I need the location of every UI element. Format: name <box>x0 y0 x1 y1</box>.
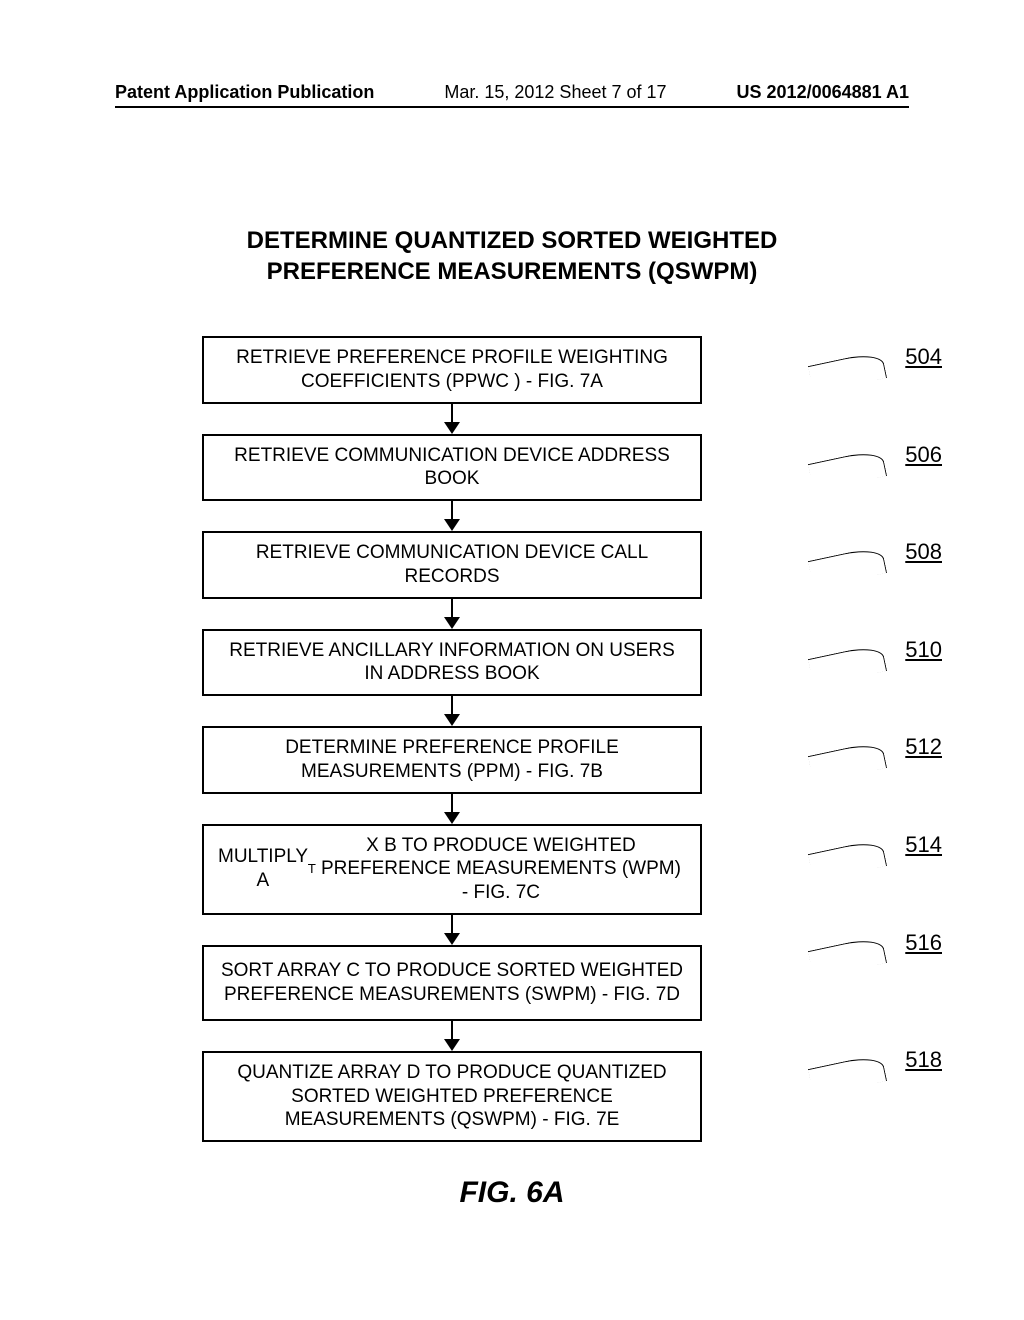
arrow-icon <box>202 599 702 629</box>
ref-connector <box>808 643 887 686</box>
arrow-icon <box>202 1021 702 1051</box>
step-518: QUANTIZE ARRAY D TO PRODUCE QUANTIZED SO… <box>202 1051 822 1142</box>
step-510: RETRIEVE ANCILLARY INFORMATION ON USERS … <box>202 629 822 697</box>
step-ref: 514 <box>905 832 942 858</box>
flowchart-title: DETERMINE QUANTIZED SORTED WEIGHTED PREF… <box>0 225 1024 287</box>
step-box: QUANTIZE ARRAY D TO PRODUCE QUANTIZED SO… <box>202 1051 702 1142</box>
step-box: RETRIEVE COMMUNICATION DEVICE CALL RECOR… <box>202 531 702 599</box>
step-box: DETERMINE PREFERENCE PROFILE MEASUREMENT… <box>202 726 702 794</box>
title-line-2: PREFERENCE MEASUREMENTS (QSWPM) <box>0 256 1024 287</box>
step-ref: 506 <box>905 442 942 468</box>
flowchart-container: RETRIEVE PREFERENCE PROFILE WEIGHTING CO… <box>202 336 822 1142</box>
patent-header: Patent Application Publication Mar. 15, … <box>0 82 1024 103</box>
step-512: DETERMINE PREFERENCE PROFILE MEASUREMENT… <box>202 726 822 794</box>
step-ref: 510 <box>905 637 942 663</box>
step-ref: 516 <box>905 930 942 956</box>
step-ref: 508 <box>905 539 942 565</box>
step-ref: 512 <box>905 734 942 760</box>
figure-caption: FIG. 6A <box>0 1176 1024 1210</box>
header-date-sheet: Mar. 15, 2012 Sheet 7 of 17 <box>444 82 666 103</box>
step-514: MULTIPLY AT X B TO PRODUCE WEIGHTED PREF… <box>202 824 822 915</box>
step-box: MULTIPLY AT X B TO PRODUCE WEIGHTED PREF… <box>202 824 702 915</box>
ref-connector <box>808 351 887 394</box>
arrow-icon <box>202 501 702 531</box>
ref-connector <box>808 838 887 881</box>
ref-connector <box>808 741 887 784</box>
title-line-1: DETERMINE QUANTIZED SORTED WEIGHTED <box>0 225 1024 256</box>
step-516: SORT ARRAY C TO PRODUCE SORTED WEIGHTED … <box>202 945 822 1021</box>
arrow-icon <box>202 794 702 824</box>
arrow-icon <box>202 404 702 434</box>
step-ref: 504 <box>905 344 942 370</box>
step-box: RETRIEVE ANCILLARY INFORMATION ON USERS … <box>202 629 702 697</box>
header-divider <box>115 106 909 108</box>
ref-connector <box>808 1053 887 1096</box>
step-504: RETRIEVE PREFERENCE PROFILE WEIGHTING CO… <box>202 336 822 404</box>
step-box: SORT ARRAY C TO PRODUCE SORTED WEIGHTED … <box>202 945 702 1021</box>
ref-connector <box>808 935 887 978</box>
ref-connector <box>808 448 887 491</box>
arrow-icon <box>202 915 702 945</box>
ref-connector <box>808 546 887 589</box>
header-publication-type: Patent Application Publication <box>115 82 374 103</box>
step-ref: 518 <box>905 1047 942 1073</box>
arrow-icon <box>202 696 702 726</box>
step-508: RETRIEVE COMMUNICATION DEVICE CALL RECOR… <box>202 531 822 599</box>
step-box: RETRIEVE COMMUNICATION DEVICE ADDRESS BO… <box>202 434 702 502</box>
step-506: RETRIEVE COMMUNICATION DEVICE ADDRESS BO… <box>202 434 822 502</box>
step-box: RETRIEVE PREFERENCE PROFILE WEIGHTING CO… <box>202 336 702 404</box>
header-patent-number: US 2012/0064881 A1 <box>737 82 909 103</box>
